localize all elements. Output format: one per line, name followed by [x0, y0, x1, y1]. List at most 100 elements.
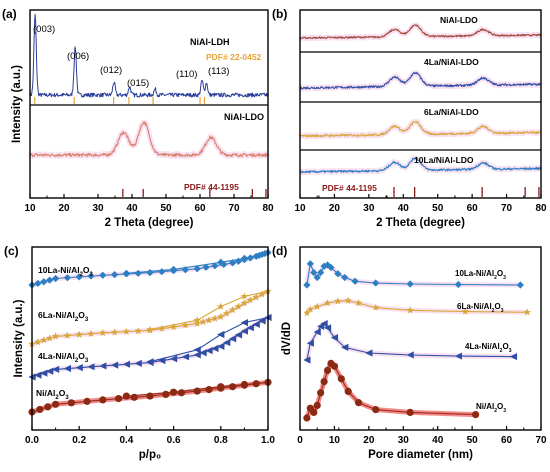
y-axis-label: Intensity (a.u.) [11, 65, 23, 143]
data-point [217, 383, 225, 391]
x-tick-label: 20 [363, 435, 375, 446]
series-label: Ni/Al2O3 [476, 402, 506, 414]
desorption-line [149, 316, 269, 363]
x-tick-label: 1.0 [261, 435, 275, 446]
data-point [323, 299, 332, 307]
data-point [75, 273, 83, 281]
panel-a: NiAl-LDH NiAl-LDO (003) (006) (012) (015) (110… [2, 7, 456, 229]
y-axis-label: Intensity (a.u.) [13, 299, 25, 377]
data-point [406, 351, 414, 359]
data-point [111, 361, 119, 369]
series-label: 10La-Ni/Al2O3 [38, 265, 94, 278]
data-point [170, 265, 178, 273]
data-point [181, 353, 189, 361]
x-tick-label: 0.6 [167, 435, 181, 446]
data-point [217, 342, 225, 350]
data-point [252, 320, 260, 328]
data-point [122, 360, 130, 368]
data-point [122, 392, 130, 400]
data-point [317, 322, 325, 330]
x-tick-label: 0.4 [119, 435, 133, 446]
data-point [99, 271, 107, 279]
data-point [306, 305, 315, 313]
x-tick-label: 70 [535, 435, 547, 446]
y-axis-label: dV/dD [281, 322, 293, 355]
data-point [162, 390, 170, 398]
data-point [406, 280, 414, 288]
data-point [110, 328, 119, 336]
data-point [351, 277, 359, 285]
ref-annotation: PDF# 22-0452 [206, 52, 262, 62]
data-point [313, 273, 321, 282]
panel-d: 10La-Ni/Al2O3 6La-Ni/Al2O3 4La-Ni/Al2O3 Ni/… [272, 244, 547, 461]
data-point [34, 371, 42, 379]
x-tick-label: 60 [467, 203, 479, 214]
data-point [158, 324, 166, 332]
data-point [217, 330, 225, 339]
data-point [252, 293, 260, 301]
x-tick-label: 70 [501, 203, 513, 214]
data-point [261, 249, 269, 258]
data-point [87, 329, 95, 337]
data-point [199, 349, 207, 357]
data-point [75, 330, 83, 338]
data-point [205, 347, 213, 355]
data-point [51, 332, 60, 340]
panel-label: (b) [272, 7, 287, 21]
data-point [44, 403, 52, 411]
data-point [193, 265, 201, 273]
series-label: 4La-Ni/Al2O3 [38, 351, 89, 364]
data-point [63, 331, 72, 339]
data-point [310, 268, 318, 277]
panel-c: 10La-Ni/Al2O3 6La-Ni/Al2O3 4La-Ni/Al2O3 Ni/… [4, 244, 434, 461]
plot-frame [29, 9, 269, 199]
data-point [516, 281, 524, 289]
peak-annotation: (113) [208, 66, 229, 77]
data-point [246, 296, 255, 304]
data-point [134, 327, 142, 335]
x-axis-label: p/p₀ [139, 449, 161, 461]
data-point [122, 269, 130, 277]
series-line-3 [299, 157, 542, 174]
data-point [130, 393, 138, 401]
data-point [258, 250, 266, 259]
series-label: 10La/NiAl-LDO [414, 155, 474, 165]
data-point [234, 331, 243, 339]
x-tick-label: 70 [228, 203, 240, 214]
series-line-ldo [29, 121, 269, 158]
x-tick-label: 10 [294, 203, 306, 214]
x-tick-label: 60 [501, 435, 513, 446]
x-tick-label: 50 [160, 203, 172, 214]
series-line-glow [304, 360, 476, 419]
data-point [52, 400, 60, 408]
data-point [199, 317, 207, 326]
x-tick-label: 30 [363, 203, 375, 214]
data-point [211, 344, 219, 353]
data-point [365, 349, 373, 357]
data-point [229, 335, 237, 343]
data-point [303, 356, 311, 364]
data-point [158, 357, 166, 365]
data-point [406, 408, 414, 416]
x-tick-label: 30 [398, 435, 410, 446]
x-tick-label: 10 [329, 435, 341, 446]
data-point [146, 269, 154, 277]
data-point [229, 259, 237, 267]
data-point [87, 363, 95, 371]
data-point [40, 278, 48, 286]
data-point [193, 346, 201, 354]
data-point [255, 251, 263, 260]
data-point [67, 399, 75, 407]
series-line-ldh [29, 13, 269, 98]
series-label: 4La/NiAl-LDO [424, 57, 479, 67]
data-point [222, 309, 231, 317]
data-point [258, 290, 266, 298]
x-tick-label: 80 [535, 203, 547, 214]
x-tick-label: 60 [194, 203, 206, 214]
data-point [313, 302, 321, 310]
data-point [146, 358, 154, 366]
data-point [40, 369, 48, 377]
data-point [114, 395, 123, 403]
x-axis-label: 2 Theta (degree) [376, 217, 465, 229]
